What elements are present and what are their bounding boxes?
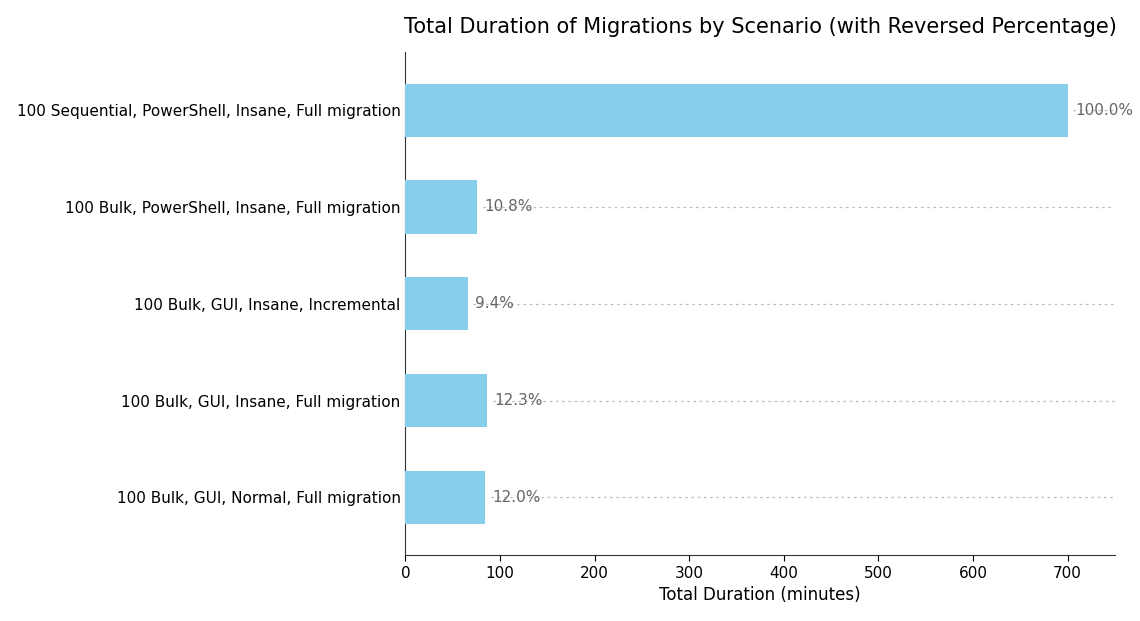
Bar [406, 374, 487, 427]
Bar [406, 471, 484, 524]
Bar [406, 277, 467, 330]
X-axis label: Total Duration (minutes): Total Duration (minutes) [659, 586, 861, 604]
Text: 9.4%: 9.4% [475, 296, 514, 311]
Title: Total Duration of Migrations by Scenario (with Reversed Percentage): Total Duration of Migrations by Scenario… [404, 17, 1116, 37]
Text: 12.3%: 12.3% [495, 393, 543, 408]
Bar [406, 180, 477, 233]
Text: 100.0%: 100.0% [1075, 102, 1133, 117]
Bar [406, 84, 1067, 137]
Text: 10.8%: 10.8% [484, 199, 532, 214]
Text: 12.0%: 12.0% [492, 490, 540, 505]
